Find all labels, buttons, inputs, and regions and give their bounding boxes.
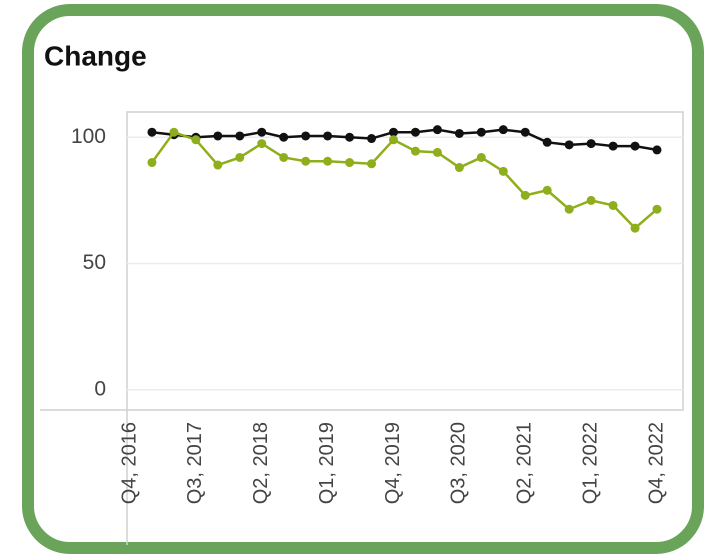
data-point — [235, 152, 245, 162]
data-point — [520, 127, 530, 137]
data-point — [389, 127, 398, 137]
data-point — [147, 127, 157, 137]
data-point — [564, 204, 574, 214]
y-tick-label: 50 — [83, 251, 106, 274]
data-point — [301, 156, 311, 166]
highlight-frame — [22, 4, 704, 554]
data-point — [367, 134, 377, 144]
chart-title: Change — [44, 40, 147, 71]
plot-frame — [126, 111, 684, 411]
data-point — [586, 139, 596, 149]
x-tick-label: Q3, 2020 — [448, 422, 470, 504]
data-point — [432, 147, 442, 157]
x-tick-label: Q4, 2019 — [382, 422, 404, 504]
data-point — [454, 163, 464, 173]
x-tick-label: Q4, 2022 — [645, 422, 667, 504]
data-point — [520, 190, 530, 200]
data-point — [542, 137, 552, 147]
data-point — [542, 185, 552, 195]
data-point — [586, 195, 596, 205]
x-tick-label: Q1, 2022 — [579, 422, 601, 504]
data-point — [410, 146, 420, 156]
data-point — [498, 125, 508, 135]
data-point — [191, 135, 201, 145]
x-tick-label: Q3, 2017 — [184, 422, 206, 504]
data-point — [279, 152, 289, 162]
data-point — [323, 156, 333, 166]
data-point — [213, 131, 223, 141]
data-point — [410, 127, 420, 137]
data-point — [301, 131, 311, 141]
x-tick-label: Q2, 2021 — [514, 422, 536, 504]
data-point — [630, 141, 640, 151]
data-point — [564, 140, 574, 150]
data-point — [345, 132, 355, 142]
data-point — [454, 128, 464, 138]
data-point — [432, 125, 442, 135]
data-point — [652, 145, 662, 155]
data-point — [257, 127, 267, 137]
y-tick-label: 0 — [94, 377, 106, 400]
data-point — [608, 141, 618, 151]
data-point — [630, 223, 640, 233]
data-point — [169, 127, 179, 137]
data-point — [476, 152, 486, 162]
y-tick-label: 100 — [71, 125, 106, 148]
data-point — [476, 127, 486, 137]
data-point — [498, 166, 508, 176]
x-tick-label: Q1, 2019 — [316, 422, 338, 504]
data-point — [147, 158, 157, 168]
x-tick-label: Q2, 2018 — [250, 422, 272, 504]
x-tick-label: Q4, 2016 — [118, 422, 140, 504]
data-point — [235, 131, 245, 141]
data-point — [257, 139, 267, 149]
data-point — [367, 159, 377, 169]
data-point — [608, 200, 618, 210]
data-point — [323, 131, 333, 141]
data-point — [652, 204, 662, 214]
data-point — [345, 158, 355, 168]
data-point — [389, 135, 398, 145]
data-point — [213, 160, 223, 170]
data-point — [279, 132, 289, 142]
